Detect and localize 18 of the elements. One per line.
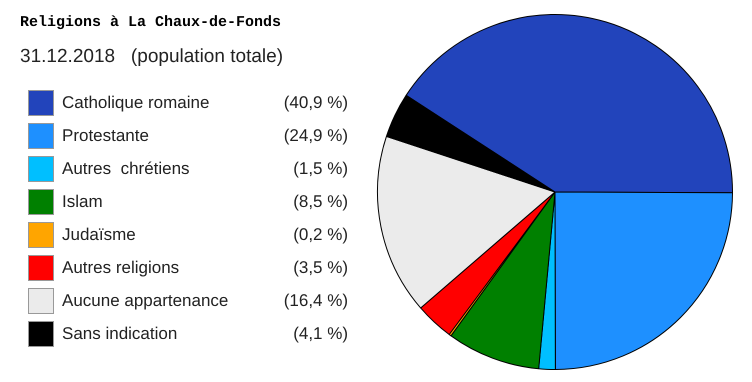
data-label: (24,9 %) [282,126,348,146]
data-label: (4,1 %) [292,324,348,344]
data-label: (16,4 %) [282,290,348,310]
legend-label: Catholique romaine [62,92,210,112]
legend-label: Autres chrétiens [62,158,191,178]
legend-label: Autres religions [62,258,180,278]
legend-label: Judaïsme [62,224,137,244]
data-label: (3,5 %) [292,258,348,278]
legend-label: Sans indication [62,324,178,344]
data-label: (8,5 %) [292,192,348,212]
legend-label: Aucune appartenance [62,290,230,310]
data-label: (40,9 %) [282,92,348,112]
legend-label: Protestante [62,126,150,146]
legend-label: Islam [62,192,104,212]
data-label: (0,2 %) [292,224,348,244]
chart-title: Religions à La Chaux-de-Fonds [20,14,282,31]
text: 31.12.2018 (population totale) [20,46,284,68]
data-label: (1,5 %) [292,158,348,178]
